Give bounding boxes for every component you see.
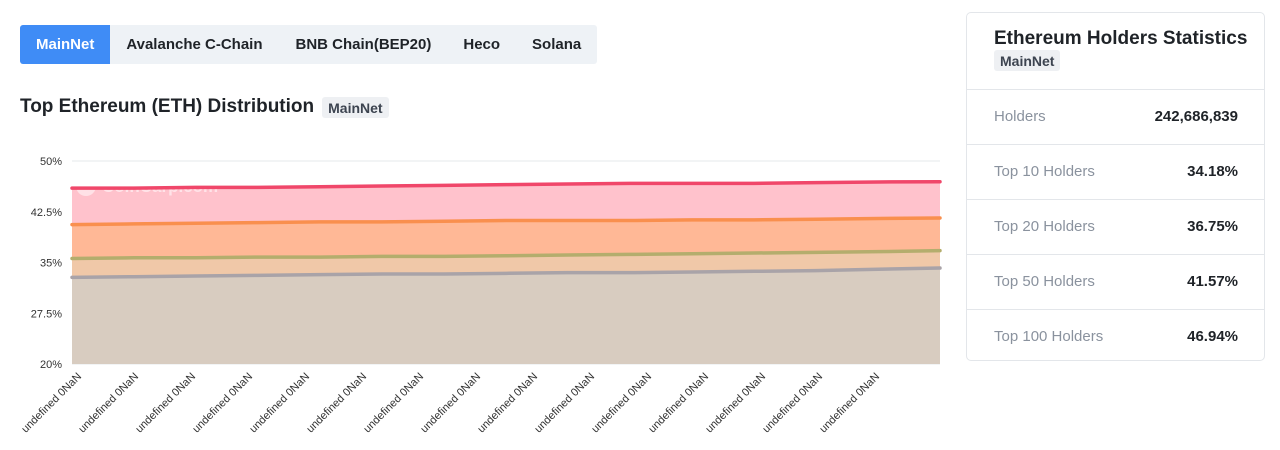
tab-mainnet[interactable]: MainNet <box>20 25 111 64</box>
x-tick-label: undefined 0NaN <box>76 371 141 436</box>
section-header: Top Ethereum (ETH) Distribution MainNet <box>20 96 389 118</box>
stat-row-holders: Holders 242,686,839 <box>967 90 1264 145</box>
holders-statistics-panel: Ethereum Holders Statistics MainNet Hold… <box>966 12 1265 361</box>
series-line-0 <box>70 179 942 190</box>
x-tick-label: undefined 0NaN <box>532 371 597 436</box>
tab-avalanche-c-chain[interactable]: Avalanche C-Chain <box>126 36 263 53</box>
x-tick-label: undefined 0NaN <box>190 371 255 436</box>
stat-row-top-10: Top 10 Holders 34.18% <box>967 145 1264 200</box>
stat-value: 34.18% <box>1187 163 1238 180</box>
stat-row-top-20: Top 20 Holders 36.75% <box>967 200 1264 255</box>
x-tick-label: undefined 0NaN <box>19 371 84 436</box>
stat-row-top-50: Top 50 Holders 41.57% <box>967 255 1264 310</box>
stat-label: Holders <box>994 108 1046 125</box>
tab-solana[interactable]: Solana <box>532 36 582 53</box>
y-tick-label: 42.5% <box>31 207 62 219</box>
stat-label: Top 100 Holders <box>994 328 1104 345</box>
watermark-logo-icon <box>76 176 96 196</box>
stat-value: 242,686,839 <box>1154 108 1238 125</box>
chain-tabs: MainNet Avalanche C-Chain BNB Chain(BEP2… <box>20 25 598 64</box>
section-title: Top Ethereum (ETH) Distribution <box>20 96 315 117</box>
x-tick-label: undefined 0NaN <box>133 371 198 436</box>
x-tick-label: undefined 0NaN <box>760 371 825 436</box>
stat-value: 36.75% <box>1187 218 1238 235</box>
stat-label: Top 50 Holders <box>994 273 1095 290</box>
stat-label: Top 10 Holders <box>994 163 1095 180</box>
network-badge: MainNet <box>322 96 389 118</box>
distribution-chart: 50%42.5%35%27.5%20%CoinCarp.comundefined… <box>19 156 942 436</box>
stat-row-top-100: Top 100 Holders 46.94% <box>967 310 1264 364</box>
x-tick-label: undefined 0NaN <box>361 371 426 436</box>
x-tick-label: undefined 0NaN <box>475 371 540 436</box>
x-tick-label: undefined 0NaN <box>304 371 369 436</box>
x-tick-label: undefined 0NaN <box>703 371 768 436</box>
x-tick-label: undefined 0NaN <box>247 371 312 436</box>
series-line-3 <box>70 266 942 280</box>
x-tick-label: undefined 0NaN <box>646 371 711 436</box>
tab-heco[interactable]: Heco <box>463 36 501 53</box>
series-area-3 <box>72 268 940 364</box>
x-tick-label: undefined 0NaN <box>418 371 483 436</box>
series-line-1 <box>70 216 942 227</box>
panel-title: Ethereum Holders Statistics <box>994 28 1248 49</box>
x-tick-label: undefined 0NaN <box>589 371 654 436</box>
y-tick-label: 35% <box>40 258 62 270</box>
series-line-2 <box>70 248 942 261</box>
tab-bnb-chain[interactable]: BNB Chain(BEP20) <box>295 36 432 53</box>
y-tick-label: 50% <box>40 156 62 168</box>
stat-label: Top 20 Holders <box>994 218 1095 235</box>
panel-network-badge: MainNet <box>994 50 1061 71</box>
stat-value: 41.57% <box>1187 273 1238 290</box>
x-tick-label: undefined 0NaN <box>817 371 882 436</box>
stat-value: 46.94% <box>1187 328 1238 345</box>
y-tick-label: 20% <box>40 359 62 371</box>
y-tick-label: 27.5% <box>31 308 62 320</box>
panel-header: Ethereum Holders Statistics MainNet <box>967 13 1264 90</box>
